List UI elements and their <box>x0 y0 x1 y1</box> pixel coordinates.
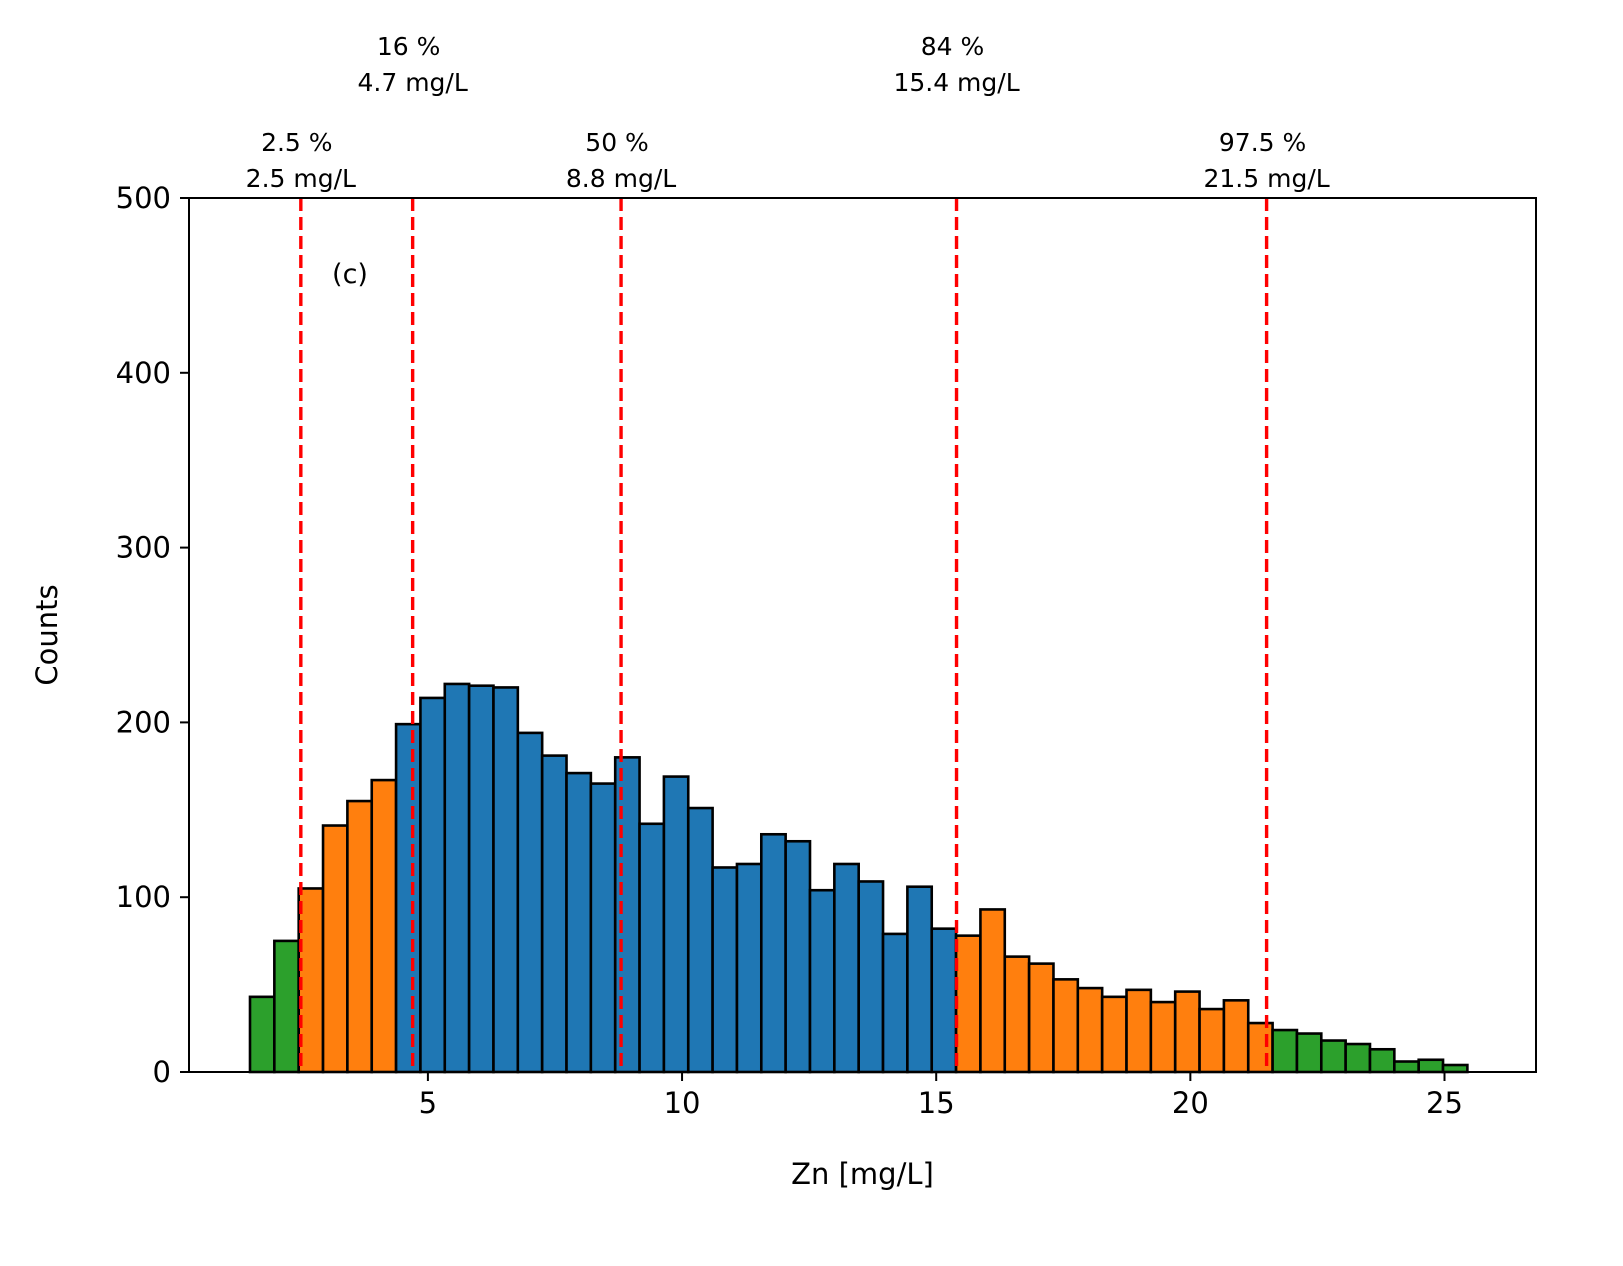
histogram-bar-blue <box>516 731 544 1074</box>
percentile-label-pct: 16 % <box>377 32 441 61</box>
percentile-label-pct: 97.5 % <box>1219 128 1306 157</box>
y-tick-label: 400 <box>116 356 171 390</box>
percentile-label-pct: 50 % <box>585 128 649 157</box>
histogram-bar-orange <box>1246 1021 1274 1074</box>
histogram-bar-orange <box>346 799 374 1074</box>
histogram-bar-orange <box>1076 986 1104 1074</box>
percentile-label-pct: 2.5 % <box>261 128 332 157</box>
histogram-bar-orange <box>979 908 1007 1074</box>
x-tick-label: 20 <box>1172 1086 1209 1120</box>
percentile-labels: 2.5 % 2.5 mg/L 16 % 4.7 mg/L 50 % 8.8 mg/L 84 … <box>246 32 1330 193</box>
histogram-bar-orange <box>1003 955 1031 1074</box>
histogram-bar-blue <box>540 754 568 1074</box>
histogram-bar-green <box>248 995 276 1074</box>
histogram-bar-blue <box>589 782 617 1074</box>
histogram-bar-orange <box>1222 999 1250 1074</box>
histogram-bar-blue <box>759 832 787 1074</box>
histogram-bar-orange <box>321 824 349 1074</box>
percentile-lines <box>299 198 1269 1072</box>
percentile-label-value: 21.5 mg/L <box>1204 164 1330 193</box>
histogram-bar-orange <box>954 934 982 1074</box>
x-tick-label: 25 <box>1426 1086 1463 1120</box>
histogram-bar-blue <box>735 862 763 1074</box>
x-tick-label: 10 <box>664 1086 701 1120</box>
histogram-bar-blue <box>565 771 593 1074</box>
histogram-bar-blue <box>784 839 812 1074</box>
histogram-bar-blue <box>662 775 690 1074</box>
histogram-bar-green <box>1344 1042 1372 1074</box>
histogram-bars <box>248 682 1469 1074</box>
histogram-bar-blue <box>638 822 666 1074</box>
histogram-bar-orange <box>1052 978 1080 1074</box>
histogram-bar-orange <box>1198 1007 1226 1074</box>
percentile-label-value: 8.8 mg/L <box>566 164 676 193</box>
histogram-bar-green <box>1319 1039 1347 1074</box>
percentile-label-value: 15.4 mg/L <box>893 68 1019 97</box>
percentile-label-pct: 84 % <box>921 32 985 61</box>
y-tick-label: 500 <box>116 181 171 215</box>
histogram-bar-blue <box>833 862 860 1074</box>
y-axis-ticks: 0 100 200 300 400 500 <box>116 181 189 1089</box>
x-axis-ticks: 5 10 15 20 25 <box>419 1072 1463 1120</box>
histogram-bar-green <box>1393 1060 1420 1074</box>
histogram-bar-orange <box>1173 990 1201 1074</box>
histogram-bar-blue <box>881 932 909 1074</box>
histogram-bar-orange <box>1100 995 1128 1074</box>
histogram-bar-blue <box>711 866 739 1074</box>
histogram-bar-orange <box>370 778 398 1074</box>
percentile-label-value: 2.5 mg/L <box>246 164 356 193</box>
y-tick-label: 100 <box>116 880 171 914</box>
x-axis-label: Zn [mg/L] <box>791 1157 934 1191</box>
percentile-label-value: 4.7 mg/L <box>358 68 468 97</box>
histogram-bar-blue <box>930 927 958 1074</box>
x-tick-label: 5 <box>419 1086 437 1120</box>
histogram-bar-green <box>1417 1058 1445 1074</box>
histogram-bar-green <box>1295 1032 1323 1074</box>
histogram-bar-blue <box>443 682 471 1074</box>
histogram-bar-blue <box>492 686 520 1074</box>
histogram-bar-orange <box>1027 962 1055 1074</box>
histogram-bar-green <box>273 939 300 1074</box>
y-axis-label: Counts <box>30 584 64 685</box>
histogram-bar-green <box>1271 1028 1299 1074</box>
histogram-bar-blue <box>394 722 422 1074</box>
histogram-bar-blue <box>906 885 934 1074</box>
plot-frame <box>188 197 1537 1073</box>
y-tick-label: 0 <box>153 1055 171 1089</box>
histogram-bar-blue <box>857 880 885 1074</box>
y-tick-label: 300 <box>116 531 171 565</box>
histogram-bar-green <box>1441 1063 1469 1074</box>
histogram-bar-blue <box>419 696 447 1074</box>
histogram-bar-blue <box>808 888 836 1074</box>
histogram-bar-green <box>1368 1047 1396 1074</box>
histogram-bar-orange <box>1125 988 1153 1074</box>
x-tick-label: 15 <box>918 1086 955 1120</box>
y-tick-label: 200 <box>116 705 171 739</box>
histogram-bar-blue <box>686 806 714 1074</box>
histogram-bar-blue <box>467 684 495 1074</box>
panel-label: (c) <box>332 259 368 290</box>
histogram-bar-orange <box>1149 1000 1177 1074</box>
histogram-bar-blue <box>613 756 641 1074</box>
